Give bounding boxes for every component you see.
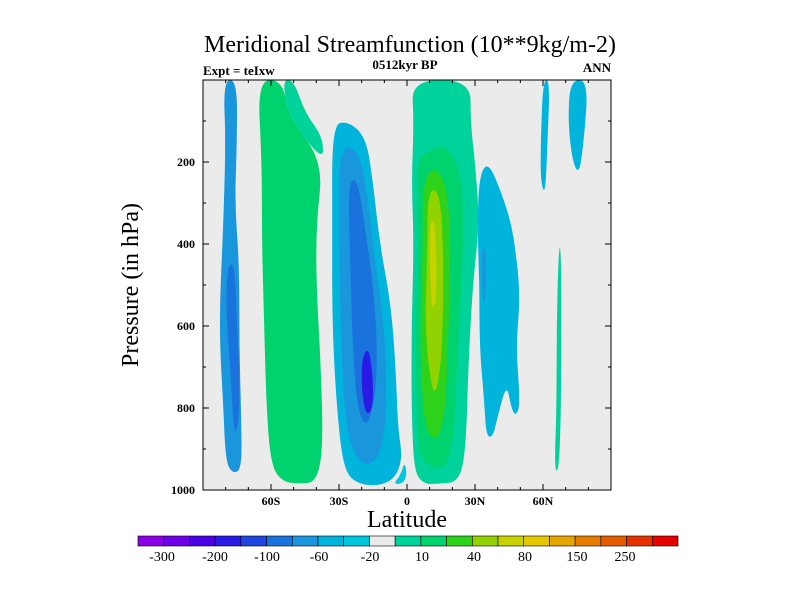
x-axis-label: Latitude: [367, 507, 447, 533]
contour-nh-hadley-max: [429, 221, 437, 308]
colorbar-swatch: [369, 535, 396, 547]
y-axis-label: Pressure (in hPa): [118, 203, 144, 367]
x-axis-ticks: 60S 30S 0 30N 60N: [225, 80, 589, 508]
season-label: ANN: [583, 60, 612, 75]
y-tick-label: 200: [177, 155, 195, 169]
y-tick-label: 800: [177, 401, 195, 415]
colorbar-swatch: [266, 535, 293, 547]
contour-equatorial-gap: [395, 464, 407, 484]
contour-nh-upper-cell-a: [540, 80, 549, 190]
colorbar-swatch: [497, 535, 525, 547]
contour-sh-hadley-core: [361, 350, 373, 414]
colorbar-swatch: [549, 535, 576, 547]
colorbar-swatch: [600, 535, 627, 547]
colorbar-swatch: [626, 535, 653, 547]
contour-sh-ferrel-outer: [284, 80, 324, 155]
colorbar-label: -100: [254, 550, 280, 565]
contour-nh-ferrel-core: [481, 247, 487, 304]
colorbar-swatch: [189, 535, 216, 547]
y-tick-label: 600: [177, 319, 195, 333]
colorbar-swatch: [343, 535, 370, 547]
y-tick-label: 400: [177, 237, 195, 251]
colorbar-label: -200: [202, 550, 228, 565]
colorbar-label: 40: [467, 550, 481, 565]
x-tick-label: 0: [404, 494, 410, 508]
chart-title: Meridional Streamfunction (10**9kg/m-2): [204, 32, 616, 58]
colorbar-swatch: [651, 535, 679, 547]
colorbar-swatch: [446, 535, 473, 547]
colorbar-label: 10: [415, 550, 429, 565]
colorbar-label: 80: [518, 550, 532, 565]
contour-nh-ferrel-cell: [477, 166, 520, 437]
colorbar-swatch: [214, 535, 242, 547]
colorbar-swatch: [137, 535, 165, 547]
colorbar-swatch: [420, 535, 447, 547]
x-tick-label: 30N: [465, 494, 486, 508]
colorbar-swatch: [574, 535, 602, 547]
contour-nh-polar-streak: [555, 247, 562, 471]
colorbar-label: -20: [361, 550, 380, 565]
y-axis-ticks: 200 400 600 800 1000: [171, 120, 611, 497]
colorbar-label: -60: [310, 550, 329, 565]
colorbar-swatch: [523, 535, 550, 547]
colorbar-label: -300: [149, 550, 175, 565]
contour-fills: [220, 80, 587, 486]
x-tick-label: 30S: [330, 494, 349, 508]
colorbar-swatch: [471, 535, 499, 547]
colorbar-swatch: [394, 535, 422, 547]
contour-sh-ferrel-cell: [259, 80, 323, 484]
contour-sh-polar-cell-core: [226, 264, 240, 431]
colorbar-swatch: [291, 535, 319, 547]
x-tick-label: 60N: [533, 494, 554, 508]
colorbar-label: 150: [567, 550, 588, 565]
colorbar-swatch: [317, 535, 345, 547]
colorbar-swatch: [240, 535, 267, 547]
y-tick-label: 1000: [171, 483, 195, 497]
colorbar: -300 -200 -100 -60 -20 10 40 80 150 250: [137, 535, 679, 565]
plot-area: 60S 30S 0 30N 60N 200 400 600 800 1000: [171, 79, 612, 508]
colorbar-label: 250: [615, 550, 636, 565]
experiment-label: Expt = teIxw: [203, 63, 275, 78]
colorbar-swatch: [163, 535, 190, 547]
contour-nh-upper-cell-b: [568, 80, 587, 170]
time-label: 0512kyr BP: [372, 57, 437, 72]
x-tick-label: 60S: [262, 494, 281, 508]
